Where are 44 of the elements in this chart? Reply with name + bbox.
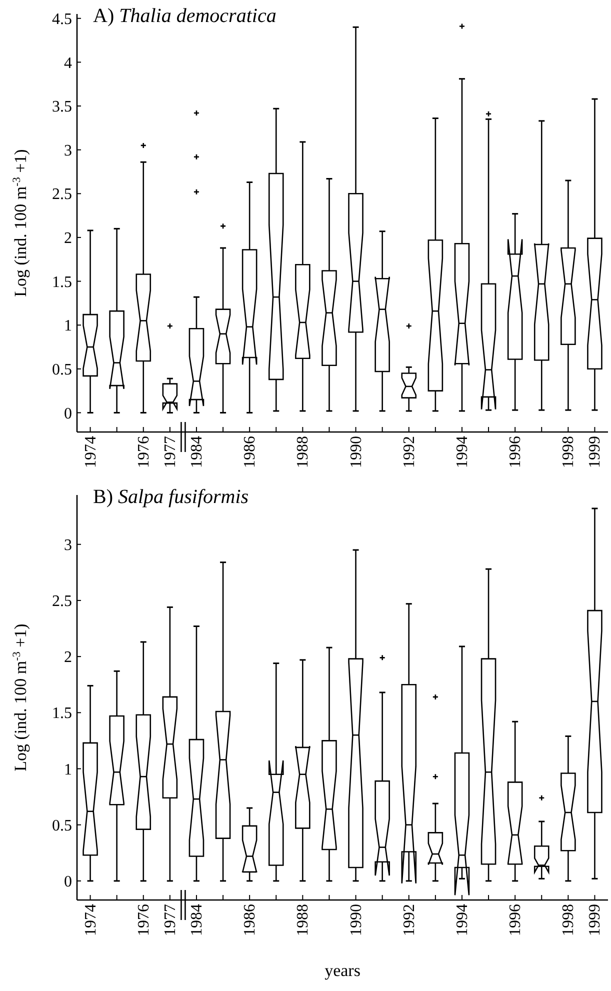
x-tick-label: 1999 [586, 436, 604, 468]
chart-title: B) Salpa fusiformis [93, 486, 249, 508]
x-tick-label: 1990 [348, 904, 365, 936]
y-tick-label: 1 [64, 761, 72, 778]
x-tick-label: 1994 [454, 904, 471, 936]
x-tick-label: 1984 [188, 904, 206, 936]
x-tick-label: 1974 [82, 436, 100, 468]
y-tick-label: 0.5 [52, 817, 72, 834]
y-tick-label: 3 [64, 142, 72, 160]
x-tick-label: 1977 [162, 436, 179, 468]
y-tick-label: 4.5 [52, 10, 72, 28]
x-tick-label: 1999 [586, 904, 604, 936]
x-tick-label: 1992 [400, 436, 418, 468]
x-tick-label: 1976 [135, 904, 152, 936]
x-tick-label: 1977 [162, 904, 179, 936]
x-tick-label: 1984 [188, 436, 206, 468]
y-tick-label: 0.5 [52, 362, 72, 379]
x-axis-title: years [324, 961, 360, 980]
y-tick-label: 3 [64, 536, 72, 554]
x-tick-label: 1998 [560, 904, 578, 936]
x-tick-label: 1986 [242, 904, 259, 936]
y-tick-label: 1.5 [52, 705, 72, 722]
y-tick-label: 2.5 [52, 593, 72, 610]
x-tick-label: 1986 [242, 436, 259, 468]
x-tick-label: 1988 [294, 904, 312, 936]
x-tick-label: 1992 [400, 904, 418, 936]
y-tick-label: 3.5 [52, 98, 72, 116]
y-tick-label: 2 [64, 230, 72, 248]
y-tick-label: 0 [64, 874, 72, 891]
x-tick-label: 1976 [135, 436, 152, 468]
x-tick-label: 1990 [348, 436, 365, 468]
y-tick-label: 0 [64, 405, 72, 422]
x-tick-label: 1996 [507, 904, 524, 936]
x-tick-label: 1996 [507, 436, 524, 468]
chart-title: A) Thalia democratica [93, 5, 276, 27]
x-tick-label: 1974 [82, 904, 100, 936]
y-tick-label: 1 [64, 318, 72, 335]
x-tick-label: 1988 [294, 436, 312, 468]
y-tick-label: 2 [64, 649, 72, 666]
y-tick-label: 4 [64, 54, 72, 72]
y-tick-label: 1.5 [52, 274, 72, 291]
x-tick-label: 1994 [454, 436, 471, 468]
y-tick-label: 2.5 [52, 186, 72, 204]
x-tick-label: 1998 [560, 436, 578, 468]
